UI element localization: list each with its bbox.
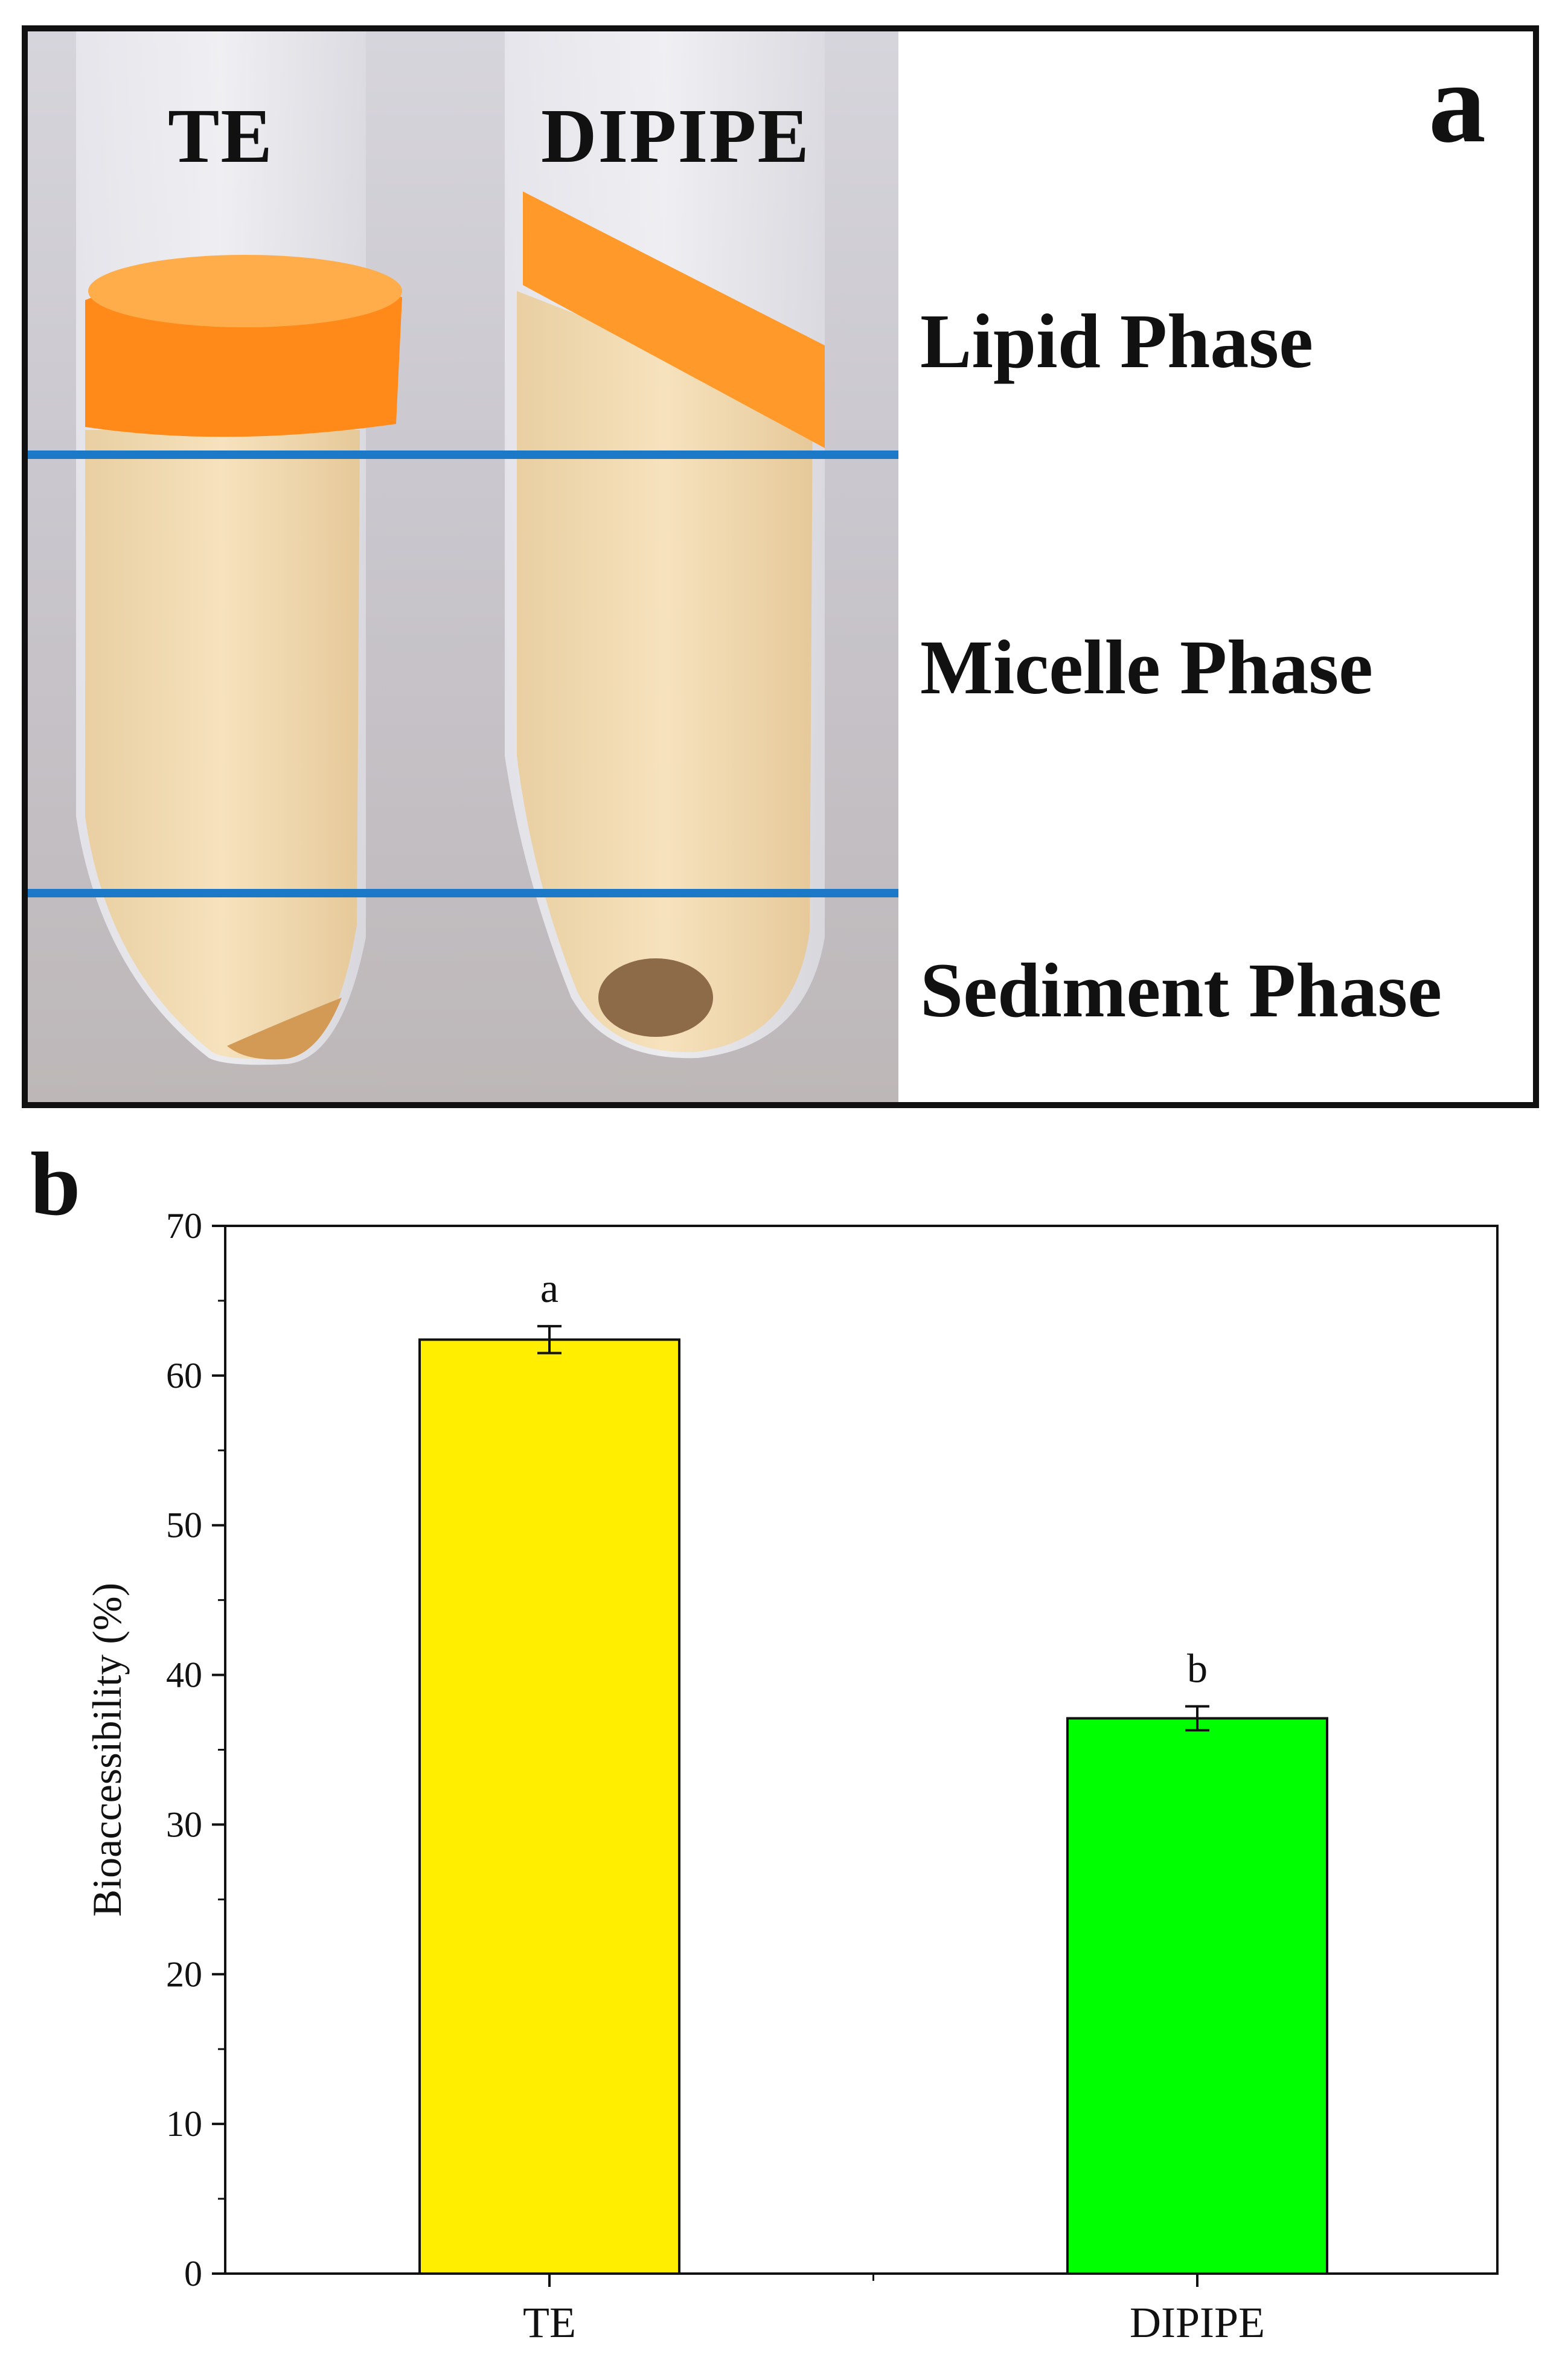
tube-dipipe-lipid-layer: [523, 191, 825, 448]
y-axis-title: Bioaccessibility (%): [84, 1583, 130, 1917]
y-axis-ticks: 0 10 20 30 40 50 60 70: [166, 1206, 225, 2294]
lipid-phase-label: Lipid Phase: [920, 298, 1313, 384]
y-tick-label: 70: [166, 1206, 202, 1246]
y-tick-label: 0: [184, 2254, 202, 2294]
tube-label-te: TE: [168, 93, 274, 179]
tube-te-lipid-top: [88, 255, 402, 327]
x-axis-ticks: [548, 2274, 1198, 2287]
tube-te-sediment: [227, 998, 342, 1060]
lipid-micelle-divider: [28, 450, 898, 459]
y-tick-label: 20: [166, 1954, 202, 1994]
panel-a-letter: a: [1429, 40, 1486, 167]
significance-label-te: a: [540, 1265, 558, 1311]
x-category-label-dipipe: DIPIPE: [1130, 2298, 1265, 2347]
tubes-photo: TE DIPIPE: [28, 31, 898, 1102]
y-tick-label: 50: [166, 1505, 202, 1545]
x-category-label-te: TE: [523, 2298, 576, 2347]
micelle-phase-label: Micelle Phase: [920, 624, 1373, 710]
y-tick-label: 60: [166, 1356, 202, 1396]
tube-dipipe-sediment: [598, 958, 713, 1037]
panel-b-letter: b: [30, 1134, 81, 1234]
significance-label-dipipe: b: [1187, 1646, 1208, 1691]
y-tick-label: 10: [166, 2104, 202, 2144]
sediment-phase-label: Sediment Phase: [920, 947, 1442, 1033]
tube-te-liquid: [85, 430, 360, 1059]
tube-label-dipipe: DIPIPE: [541, 93, 810, 179]
panel-a-photo-panel: TE DIPIPE a Lipid Phase Micelle Phase Se…: [22, 25, 1539, 1108]
y-tick-label: 40: [166, 1655, 202, 1695]
y-tick-label: 30: [166, 1804, 202, 1844]
tubes-illustration: [76, 31, 825, 1065]
bar-te: [418, 1338, 680, 2275]
bar-dipipe: [1066, 1717, 1328, 2275]
micelle-sediment-divider: [28, 889, 898, 897]
tube-dipipe-liquid: [517, 291, 813, 1053]
labels: a TE b DIPIPE: [523, 1265, 1265, 2347]
bioaccessibility-bar-chart: 0 10 20 30 40 50 60 70 a TE b DIPIPE Bioaccessibil…: [84, 1206, 1499, 2347]
error-bars: [537, 1325, 1209, 1732]
bars: [418, 1338, 1328, 2275]
